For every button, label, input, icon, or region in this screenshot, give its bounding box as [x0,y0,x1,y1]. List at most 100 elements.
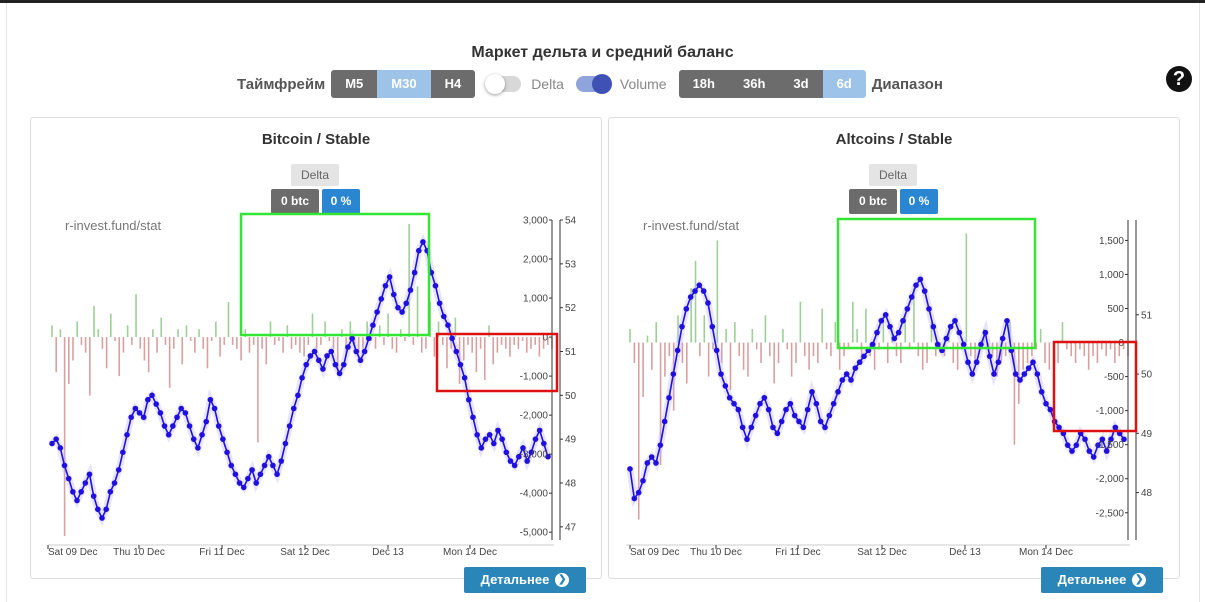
delta-bar [655,322,658,343]
balance-point [49,440,55,447]
balance-point [679,323,685,330]
balance-point [215,423,222,429]
volume-toggle[interactable] [575,74,612,94]
delta-bar [126,325,129,338]
timeframe-h4-button[interactable]: H4 [430,70,476,98]
balance-point [491,440,497,447]
panel-title: Bitcoin / Stable [261,131,371,148]
balance-point [1012,371,1019,377]
delta-bar [303,337,305,357]
delta-bar [1039,328,1042,343]
delta-bar [934,342,937,357]
balance-point [82,480,89,486]
delta-bar [738,342,741,357]
x-axis-label: Sat 12 Dec [280,547,329,558]
delta-bar [843,342,845,357]
delta-bar [734,322,736,343]
balance-point [1025,365,1032,371]
balance-point [349,335,355,342]
delta-bar [830,342,832,357]
balance-point [466,396,472,403]
balance-point [843,371,850,377]
help-icon[interactable]: ? [1166,66,1192,92]
balance-point [908,294,915,300]
delta-axis-label: -500 [1104,372,1124,383]
range-6d-button[interactable]: 6d [822,70,866,98]
balance-point [705,300,711,306]
range-18h-button[interactable]: 18h [678,70,729,98]
balance-point [1021,371,1028,377]
delta-bar [1000,342,1003,363]
delta-axis-label: 500 [1107,304,1124,315]
delta-bar [803,342,806,357]
details-button[interactable]: Детальнее ❯ [464,567,586,593]
delta-bar [642,342,644,398]
delta-bar [257,337,259,443]
balance-point [503,449,510,456]
range-36h-button[interactable]: 36h [728,70,780,98]
delta-bar [747,342,749,377]
delta-bar [821,308,824,343]
delta-bar [206,337,209,369]
balance-point [1056,424,1062,431]
delta-bar [332,337,335,349]
balance-point [1030,359,1036,366]
balance-point [170,423,176,429]
balance-point [796,418,802,425]
delta-toggle[interactable] [485,74,522,94]
details-button[interactable]: Детальнее ❯ [1041,567,1163,593]
delta-bar [777,342,780,363]
balance-point [817,418,824,425]
balance-point [640,477,646,484]
delta-bar [307,337,310,345]
delta-chip[interactable]: Delta [291,164,339,186]
balance-point [774,430,781,437]
delta-bar [488,325,490,338]
balance-point [107,488,114,495]
btc-chip[interactable]: 0 btc [849,189,897,214]
balance-point [245,475,251,482]
controls-bar: Таймфрейм M5 M30 H4 Delta Volume 18h 36h… [237,70,949,98]
delta-bar [160,317,163,338]
balance-point [722,383,729,389]
timeframe-m5-button[interactable]: M5 [331,70,378,98]
delta-bar [240,337,242,361]
pct-chip[interactable]: 0 % [322,189,360,214]
balance-point [120,449,126,456]
delta-bar [139,337,142,349]
balance-point [726,394,733,401]
balance-point [211,405,218,412]
delta-bar [437,321,440,338]
delta-bar [764,315,767,343]
balance-point [692,288,698,294]
balance-point [861,353,867,360]
balance-point [965,359,971,366]
balance-axis-label: 48 [1141,488,1153,499]
pct-chip[interactable]: 0 % [900,189,938,214]
balance-point [228,462,235,469]
balance-point [357,357,364,364]
delta-bar [681,342,684,363]
balance-point [813,400,820,407]
delta-bar [1066,342,1068,350]
balance-point [403,300,410,307]
delta-bar [790,342,793,377]
delta-bar [433,337,436,357]
delta-bar [965,233,968,343]
balance-point [482,436,489,442]
balance-point [236,480,243,486]
delta-bar [716,240,719,343]
balance-point [696,282,703,288]
range-3d-button[interactable]: 3d [779,70,823,98]
green-highlight-box [836,217,1037,350]
delta-bar [1109,342,1112,350]
delta-bar [59,329,62,338]
balance-point [303,361,310,368]
delta-bar [768,342,771,357]
delta-bar [454,317,457,338]
btc-chip[interactable]: 0 btc [271,189,319,214]
delta-chip[interactable]: Delta [869,164,917,186]
delta-bar [812,342,815,357]
timeframe-m30-button[interactable]: M30 [377,70,431,98]
delta-bar [921,342,924,370]
